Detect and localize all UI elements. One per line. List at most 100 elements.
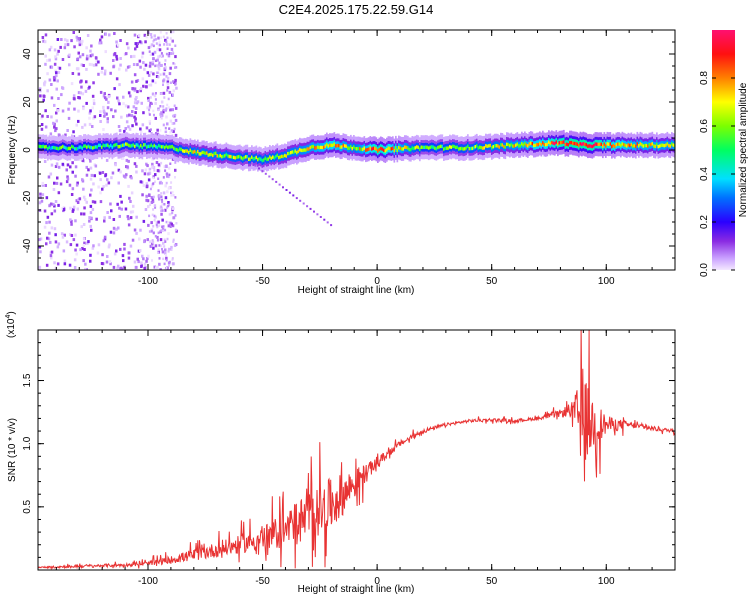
spectrogram-cell	[269, 155, 271, 159]
spectrogram-cell	[75, 147, 78, 151]
spectrogram-cell	[161, 247, 163, 251]
spectrogram-cell	[128, 143, 130, 148]
spectrogram-cell	[141, 145, 144, 149]
spectrogram-cell	[272, 155, 274, 159]
spectrogram-cell	[410, 147, 412, 152]
spectrogram-cell	[318, 145, 321, 150]
spectrogram-cell	[108, 216, 111, 219]
spectrogram-cell	[215, 151, 217, 155]
spectrogram-cell	[174, 118, 178, 122]
spectrogram-cell	[149, 96, 152, 99]
spectrogram-cell	[500, 143, 502, 147]
spectrogram-cell	[134, 111, 137, 115]
spectrogram-cell	[159, 64, 163, 67]
spectrogram-cell	[174, 66, 176, 69]
spectrogram-cell	[138, 145, 141, 149]
spectrogram-cell	[74, 165, 78, 169]
spectrogram-cell	[377, 149, 379, 153]
spectrogram-cell	[55, 87, 58, 91]
spectrogram-cell	[339, 145, 342, 149]
spectrogram-cell	[149, 101, 152, 105]
spectrogram-cell	[43, 225, 47, 229]
spectrogram-cell	[155, 223, 158, 227]
spectrogram-cell	[159, 105, 162, 108]
spectrogram-cell	[344, 144, 346, 148]
spectrogram-cell	[120, 266, 123, 270]
spectrogram-cell	[168, 72, 172, 76]
spectrogram-cell	[512, 144, 514, 148]
spectrogram-cell	[374, 146, 376, 150]
spectrogram-cell	[166, 122, 169, 126]
spectrogram-cell	[57, 66, 60, 70]
spectrogram-cell	[150, 228, 154, 232]
spectrogram-cell	[159, 238, 163, 242]
spectrogram-cell	[143, 266, 146, 270]
spectrogram-cell	[89, 259, 92, 263]
spectrogram-cell	[149, 128, 152, 131]
spectrogram-cell	[85, 173, 89, 177]
spectrogram-cell	[53, 227, 57, 231]
spectrogram-cell	[123, 247, 126, 251]
spectrogram-cell	[85, 200, 88, 204]
spectrogram-cell	[156, 239, 159, 242]
spectrogram-cell	[129, 216, 133, 220]
spectrogram-cell	[53, 261, 56, 265]
spectrogram-cell	[90, 44, 93, 48]
spectrogram-cell	[657, 144, 660, 149]
spectrogram-cell	[165, 165, 168, 168]
spectrogram-cell	[83, 198, 87, 202]
spectrogram-cell	[182, 149, 184, 153]
spectrogram-cell	[115, 40, 118, 44]
spectrogram-cell	[47, 146, 49, 151]
spectrogram-cell	[333, 142, 336, 146]
spectrogram-cell	[564, 143, 567, 147]
spectrogram-cell	[131, 210, 135, 214]
spectrogram-cell	[384, 149, 387, 153]
spectrogram-cell	[284, 153, 286, 158]
spectrogram-cell	[63, 46, 67, 50]
spectrogram-cell	[109, 71, 112, 75]
spectrogram-cell	[172, 240, 175, 243]
spectrogram-cell	[155, 266, 158, 270]
spectrogram-cell	[88, 216, 91, 220]
spectrogram-cell	[46, 89, 49, 93]
spectrogram-cell	[71, 170, 74, 174]
spectrogram-cell	[167, 247, 170, 251]
spectrogram-cell	[189, 148, 192, 152]
spectrogram-cell	[452, 144, 454, 148]
spectrogram-cell	[126, 215, 130, 219]
spectrogram-cell	[446, 146, 448, 150]
spectrogram-cell	[175, 86, 178, 90]
spectrogram-cell	[53, 125, 56, 129]
spectrogram-cell	[150, 196, 154, 200]
spectrogram-cell	[156, 48, 159, 51]
spectrogram-cell	[65, 168, 68, 172]
spectrogram-cell	[246, 155, 249, 159]
spectrogram-cell	[171, 211, 174, 215]
spectrogram-cell	[163, 203, 166, 206]
spectrogram-cell	[151, 79, 155, 83]
spectrogram-cell	[476, 144, 478, 148]
spectrogram-cell	[477, 146, 480, 150]
spectrogram-cell	[150, 36, 153, 39]
spectrogram-cell	[419, 147, 421, 151]
spectrogram-cell	[444, 146, 447, 150]
spectrogram-cell	[48, 145, 51, 149]
spectrogram-cell	[479, 145, 481, 149]
x-tick-label: 50	[486, 276, 498, 287]
spectrogram-cell	[104, 144, 106, 148]
spectrogram-cell	[55, 162, 59, 166]
spectrogram-cell	[81, 92, 85, 96]
spectrogram-cell	[117, 181, 120, 185]
spectrogram-cell	[99, 200, 103, 204]
spectrogram-cell	[152, 200, 155, 204]
spectrogram-cell	[149, 33, 153, 36]
spectrogram-cell	[150, 184, 154, 188]
spectrogram-cell	[72, 205, 76, 209]
spectrogram-cell	[617, 142, 619, 146]
spectrogram-cell	[85, 57, 89, 61]
spectrogram-cell	[50, 96, 54, 100]
spectrogram-cell	[167, 145, 169, 150]
spectrogram-cell	[312, 144, 315, 149]
spectrogram-cell	[113, 52, 117, 56]
